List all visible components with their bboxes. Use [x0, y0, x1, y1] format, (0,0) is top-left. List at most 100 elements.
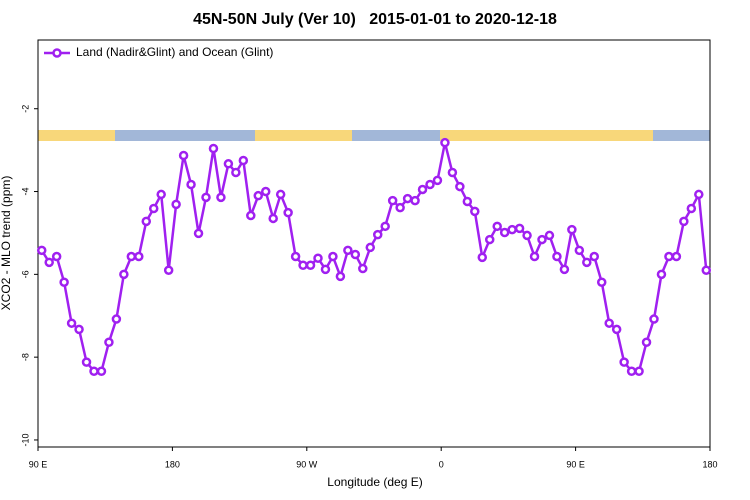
- data-point: [208, 143, 219, 154]
- data-point: [134, 251, 144, 262]
- data-point: [432, 175, 443, 186]
- y-tick-label: -4: [20, 188, 30, 196]
- data-point: [343, 245, 353, 256]
- data-point: [320, 264, 331, 275]
- data-point: [119, 269, 129, 280]
- data-point: [305, 260, 316, 270]
- data-point: [477, 252, 488, 263]
- data-point: [395, 202, 405, 213]
- data-point: [44, 257, 54, 268]
- data-point: [679, 216, 689, 227]
- data-point: [380, 221, 390, 232]
- data-point: [604, 318, 614, 328]
- data-point: [313, 253, 323, 263]
- data-point: [522, 230, 532, 241]
- data-point: [559, 264, 570, 275]
- data-point: [298, 260, 308, 270]
- x-tick-label: 90 W: [296, 459, 318, 469]
- data-point: [231, 167, 241, 178]
- data-point: [201, 192, 211, 203]
- data-point: [574, 245, 585, 256]
- data-point: [268, 213, 278, 224]
- data-point: [365, 242, 376, 253]
- data-point: [216, 192, 226, 203]
- data-point: [634, 366, 644, 376]
- ocean-band: [115, 130, 255, 141]
- data-point: [111, 314, 122, 324]
- chart-title: 45N-50N July (Ver 10) 2015-01-01 to 2020…: [193, 11, 557, 28]
- data-point: [74, 324, 84, 335]
- data-point: [567, 224, 577, 235]
- plot-frame: [37, 39, 711, 448]
- y-tick-label: -8: [20, 353, 30, 361]
- data-point: [544, 230, 555, 241]
- data-point: [611, 324, 622, 335]
- data-point: [171, 199, 181, 210]
- data-point: [596, 277, 607, 287]
- data-point: [223, 159, 234, 169]
- data-point: [126, 251, 137, 262]
- data-point: [402, 193, 413, 204]
- data-point: [163, 265, 174, 275]
- data-point: [81, 357, 92, 367]
- data-point: [582, 257, 592, 268]
- data-point: [260, 186, 271, 197]
- y-tick-label: -10: [20, 433, 30, 446]
- data-point: [372, 229, 383, 240]
- ocean-band: [653, 130, 710, 141]
- legend-label: Land (Nadir&Glint) and Ocean (Glint): [76, 45, 273, 59]
- map-strip: [38, 130, 710, 141]
- data-point: [335, 271, 346, 282]
- data-point: [358, 263, 368, 274]
- data-point: [664, 251, 674, 262]
- y-tick-label: -2: [20, 105, 30, 113]
- data-point: [656, 269, 667, 280]
- data-point: [178, 150, 189, 161]
- data-point: [148, 203, 159, 214]
- data-point: [507, 224, 517, 235]
- data-point: [417, 184, 428, 195]
- data-point: [290, 251, 301, 262]
- data-point: [537, 234, 547, 245]
- x-tick-label: 90 E: [29, 459, 48, 469]
- data-point: [156, 189, 166, 200]
- x-tick-label: 90 E: [566, 459, 585, 469]
- data-point: [447, 167, 458, 178]
- data-point: [193, 228, 204, 239]
- data-point: [51, 251, 62, 262]
- data-point: [484, 234, 495, 245]
- data-point: [253, 190, 264, 201]
- legend-marker: [52, 48, 62, 58]
- x-tick-label: 180: [165, 459, 180, 469]
- data-point: [589, 251, 600, 262]
- ocean-band: [352, 130, 440, 141]
- y-axis-label: XCO2 - MLO trend (ppm): [0, 176, 13, 311]
- data-point: [492, 221, 502, 232]
- data-point: [425, 179, 435, 190]
- data-point: [514, 223, 525, 234]
- data-point: [186, 179, 196, 190]
- data-point: [410, 195, 420, 206]
- data-point: [89, 366, 99, 376]
- data-point: [246, 210, 256, 221]
- data-point: [283, 207, 293, 218]
- data-point: [694, 189, 704, 200]
- x-axis-label: Longitude (deg E): [327, 475, 422, 489]
- data-point: [59, 277, 69, 287]
- data-point: [275, 189, 286, 200]
- x-tick-label: 180: [702, 459, 717, 469]
- data-point: [387, 195, 398, 206]
- data-point: [649, 314, 659, 324]
- data-point: [626, 366, 637, 376]
- data-point: [470, 206, 480, 217]
- data-point: [455, 181, 465, 192]
- data-point: [66, 318, 77, 328]
- data-point: [619, 357, 629, 367]
- data-point: [462, 196, 473, 207]
- data-point: [104, 337, 114, 347]
- data-point: [701, 265, 712, 275]
- data-point: [641, 337, 652, 347]
- data-point: [499, 227, 510, 238]
